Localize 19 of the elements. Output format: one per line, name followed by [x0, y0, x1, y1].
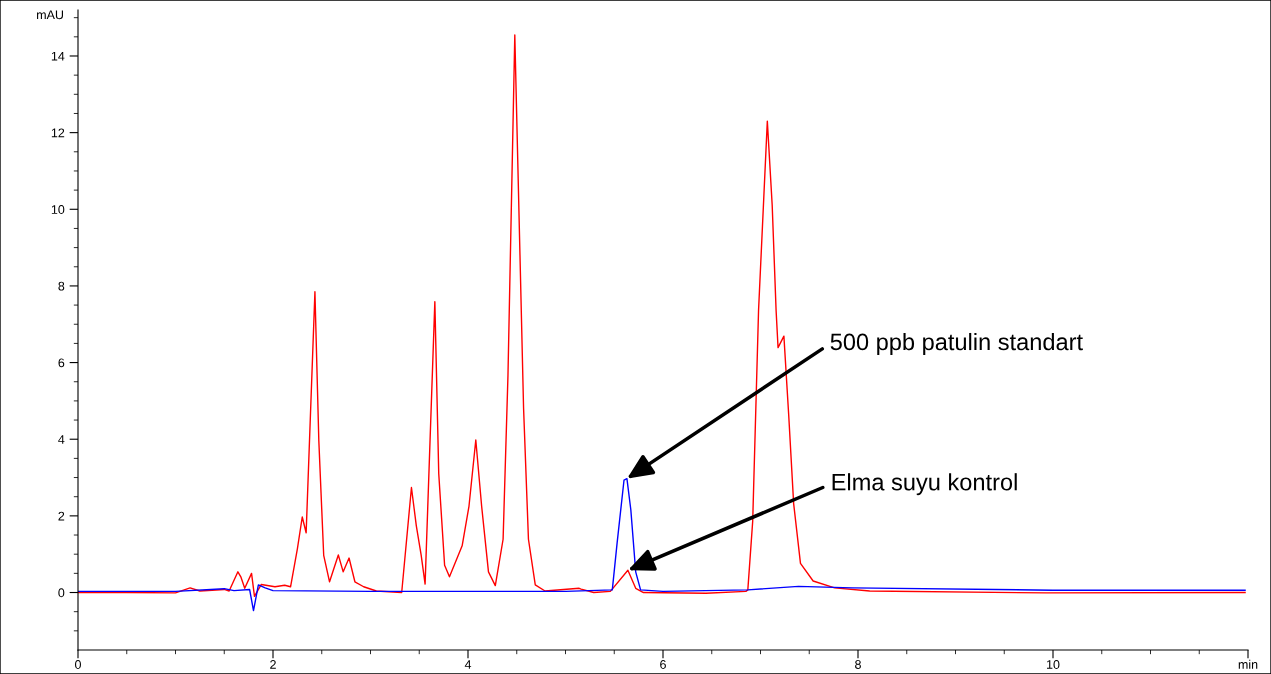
- x-tick-label: 4: [464, 660, 472, 669]
- y-tick-label: 2: [58, 511, 65, 521]
- x-tick-label: 2: [270, 660, 276, 669]
- x-tick-label: min: [1238, 659, 1258, 669]
- y-tick-label: 12: [51, 128, 65, 138]
- x-tick-label: 0: [75, 660, 81, 669]
- y-tick-label: 10: [51, 205, 65, 214]
- y-tick-label: 14: [51, 51, 65, 61]
- y-tick-label: 0: [58, 588, 65, 598]
- y-tick-label: 6: [58, 358, 65, 368]
- x-tick-label: 10: [1047, 660, 1060, 669]
- x-tick-label: 8: [855, 660, 861, 669]
- y-tick-label: 8: [58, 281, 65, 291]
- annotation: Elma suyu kontrol: [832, 473, 1017, 496]
- y-tick-label: 4: [58, 435, 65, 444]
- y-axis-title: mAU: [37, 10, 63, 20]
- line-series: [78, 34, 1246, 598]
- annotation: 500 ppb patulin standart: [830, 332, 1083, 355]
- x-tick-label: 6: [660, 660, 666, 669]
